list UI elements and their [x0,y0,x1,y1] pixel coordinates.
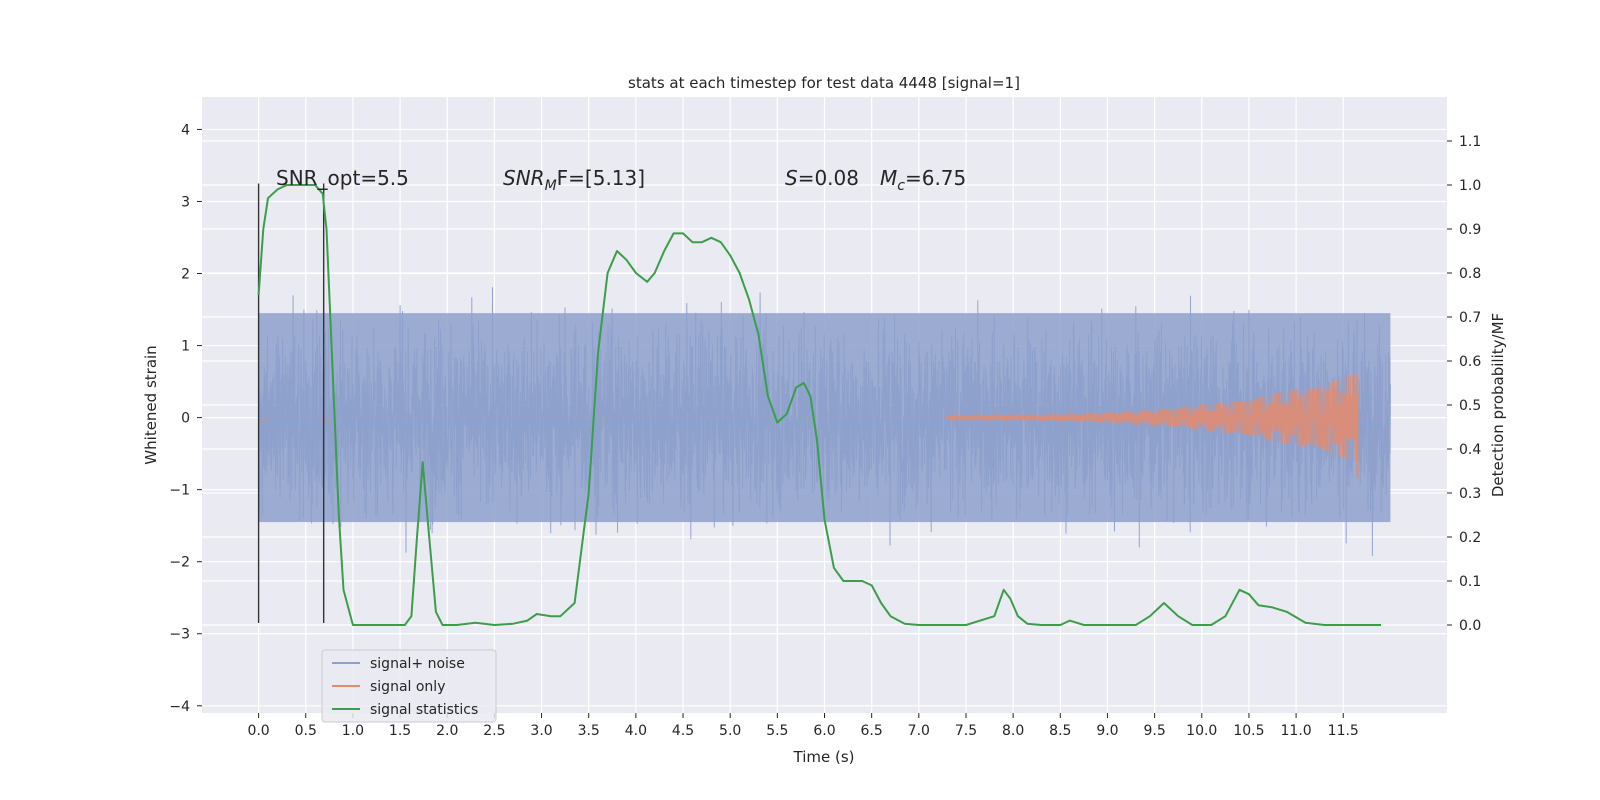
x-tick-label-14: 7.0 [908,723,930,739]
x-tick-label-19: 9.5 [1143,723,1165,739]
x-tick-label-11: 5.5 [766,723,788,739]
x-tick-label-4: 2.0 [436,723,458,739]
x-tick-label-8: 4.0 [625,723,647,739]
x-tick-label-18: 9.0 [1096,723,1118,739]
x-tick-label-16: 8.0 [1002,723,1024,739]
legend-box [321,649,497,723]
y-axis-left-ticks: 4 3 2 1 0 −1 −2 −3 −4 [169,122,202,715]
y-tick-label-5: −1 [169,483,190,499]
s-main: S [785,166,798,190]
x-tick-label-10: 5.0 [719,723,741,739]
y2-tick-label-1: 1.0 [1459,178,1481,194]
y2-tick-label-6: 0.5 [1459,398,1481,414]
mc-main: M [880,166,897,190]
signal-statistics-series [257,184,1381,626]
snr-mf-sub: M [545,178,557,194]
y2-tick-label-2: 0.9 [1459,222,1481,238]
legend-label-signal-only: signal only [370,679,445,695]
y-axis-right-ticks: 1.1 1.0 0.9 0.8 0.7 0.6 0.5 0.4 0.3 0.2 0.1 0.0 [1447,134,1481,634]
y-tick-label-6: −2 [169,555,190,571]
legend-label-signal-noise: signal+ noise [370,656,465,672]
x-tick-label-17: 8.5 [1049,723,1071,739]
y2-tick-label-0: 1.1 [1459,134,1481,150]
y2-tick-label-9: 0.2 [1459,530,1481,546]
y2-tick-label-5: 0.6 [1459,354,1481,370]
mc-sub: c [897,178,905,194]
mc-rest: =6.75 [905,166,966,190]
signal-statistics-line [257,184,1381,626]
y-axis-left-label: Whitened strain [142,345,160,464]
x-axis-label: Time (s) [793,748,855,766]
signal-only-trace [258,373,1391,462]
x-tick-label-21: 10.5 [1233,723,1264,739]
x-tick-label-12: 6.0 [813,723,835,739]
x-tick-label-13: 6.5 [861,723,883,739]
x-tick-label-15: 7.5 [955,723,977,739]
x-axis-ticks: 0.0 0.5 1.0 1.5 2.0 2.5 3.0 3.5 4.0 4.5 5.0 5.5 6.0 6… [247,713,1359,739]
y-tick-label-2: 2 [181,267,190,283]
y-tick-label-0: 4 [181,122,190,138]
y-tick-label-3: 1 [181,339,190,355]
y-tick-label-7: −3 [169,627,190,643]
x-tick-label-3: 1.5 [389,723,411,739]
legend: signal+ noise signal only signal statist… [321,649,497,723]
y2-tick-label-8: 0.3 [1459,486,1481,502]
y-tick-label-1: 3 [181,194,190,210]
snr-mf-main: SNR [503,166,545,190]
x-tick-label-9: 4.5 [672,723,694,739]
y-axis-right-label: Detection probability/MF [1489,313,1507,497]
x-tick-label-1: 0.5 [295,723,317,739]
x-tick-label-22: 11.0 [1281,723,1312,739]
y2-tick-label-10: 0.1 [1459,574,1481,590]
x-tick-label-2: 1.0 [342,723,364,739]
s-annotation: S=0.08 [785,166,859,190]
x-tick-label-0: 0.0 [247,723,269,739]
y2-tick-label-7: 0.4 [1459,442,1481,458]
y2-tick-label-4: 0.7 [1459,310,1481,326]
y2-tick-label-11: 0.0 [1459,618,1481,634]
x-tick-label-20: 10.0 [1186,723,1217,739]
y-tick-label-8: −4 [169,699,190,715]
snr-mf-rest: F=[5.13] [557,166,645,190]
x-tick-label-23: 11.5 [1328,723,1359,739]
x-tick-label-7: 3.5 [578,723,600,739]
mc-annotation: Mc=6.75 [880,166,966,194]
snr-mf-annotation: SNRMF=[5.13] [503,166,645,194]
x-tick-label-6: 3.0 [530,723,552,739]
s-rest: =0.08 [798,166,859,190]
y2-tick-label-3: 0.8 [1459,266,1481,282]
signal-only-series [258,373,1391,478]
legend-label-signal-statistics: signal statistics [370,702,478,718]
snr-opt-annotation: SNR_opt=5.5 [276,166,409,190]
y-tick-label-4: 0 [181,411,190,427]
vertical-markers [257,183,325,623]
chart-title: stats at each timestep for test data 444… [628,74,1020,92]
x-tick-label-5: 2.5 [483,723,505,739]
